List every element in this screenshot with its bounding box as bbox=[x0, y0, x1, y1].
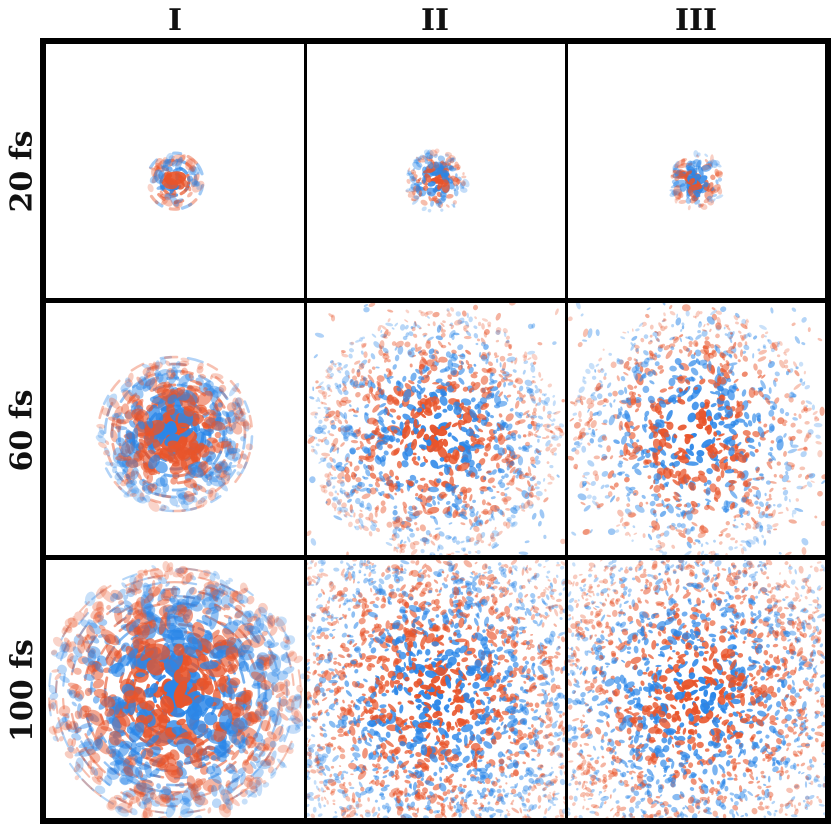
row-header-20fs-label: 20 fs bbox=[4, 130, 40, 212]
row-header-100fs-label: 100 fs bbox=[4, 638, 40, 742]
panel-i-20fs-plot bbox=[147, 151, 205, 211]
panel-i-20fs bbox=[46, 44, 304, 298]
panel-iii-20fs-plot bbox=[669, 150, 724, 211]
panel-ii-60fs-plot bbox=[307, 303, 565, 555]
panel-iii-20fs bbox=[568, 44, 825, 298]
wavefunction-grid bbox=[40, 38, 831, 824]
panel-i-60fs-plot bbox=[95, 355, 254, 513]
panel-ii-20fs-plot bbox=[405, 148, 470, 213]
column-header-ii: II bbox=[420, 3, 450, 38]
panel-iii-100fs bbox=[568, 560, 825, 818]
column-header-iii: III bbox=[674, 3, 718, 38]
panel-ii-60fs bbox=[307, 303, 565, 555]
panel-iii-60fs-plot bbox=[568, 303, 825, 555]
panel-ii-100fs bbox=[307, 560, 565, 818]
row-header-20fs: 20 fs bbox=[2, 44, 42, 298]
row-header-60fs: 60 fs bbox=[2, 304, 42, 556]
row-header-100fs: 100 fs bbox=[2, 562, 42, 818]
panel-ii-20fs bbox=[307, 44, 565, 298]
panel-i-100fs bbox=[46, 560, 304, 818]
panel-iii-100fs-plot bbox=[568, 560, 825, 818]
column-header-i: I bbox=[167, 3, 183, 38]
panel-i-60fs bbox=[46, 303, 304, 555]
row-header-60fs-label: 60 fs bbox=[4, 389, 40, 471]
panel-iii-60fs bbox=[568, 303, 825, 555]
panel-i-100fs-plot bbox=[48, 561, 304, 818]
panel-ii-100fs-plot bbox=[307, 560, 565, 818]
